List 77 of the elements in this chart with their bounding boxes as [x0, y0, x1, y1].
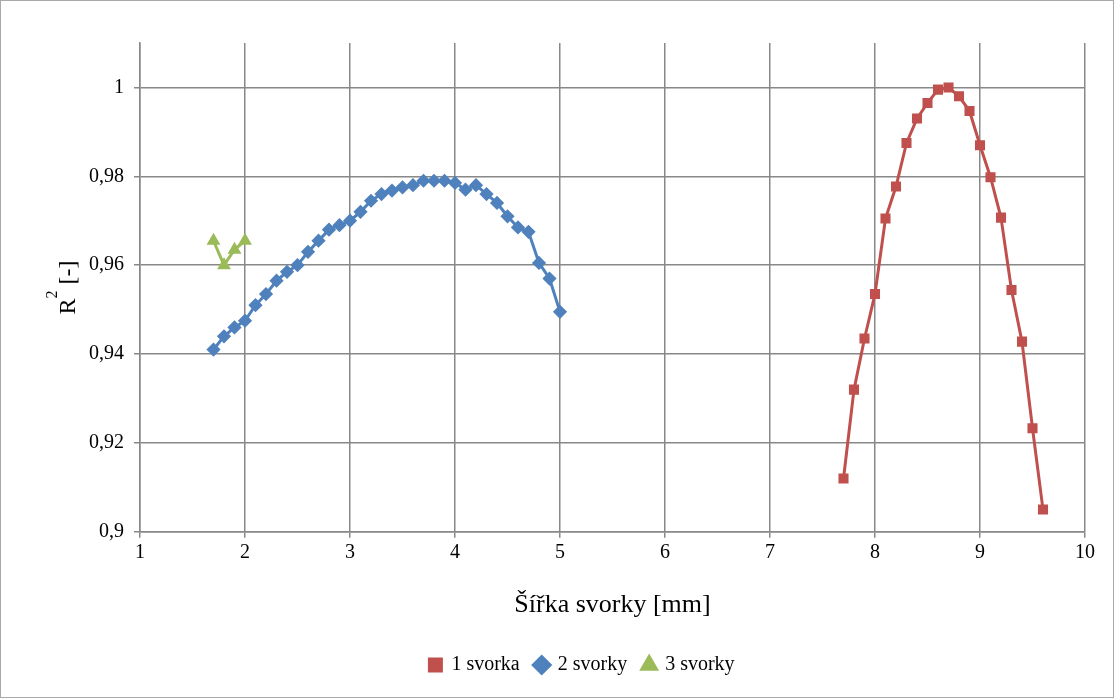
point	[1027, 423, 1038, 434]
point	[890, 181, 902, 192]
point	[1006, 285, 1017, 296]
y-axis-title: R2 [-]	[43, 260, 80, 315]
x-tick-label: 8	[870, 540, 880, 563]
point	[838, 473, 849, 484]
x-tick-label: 3	[345, 540, 355, 563]
point	[280, 265, 294, 279]
point	[1037, 504, 1049, 515]
point	[448, 176, 462, 190]
y-tick-label: 0,9	[99, 519, 124, 542]
point	[228, 320, 241, 334]
point	[911, 113, 923, 124]
point	[417, 174, 430, 188]
y-tick-label: 0,98	[89, 163, 124, 186]
point	[270, 274, 283, 288]
point	[343, 214, 357, 228]
point	[322, 223, 336, 237]
point	[469, 178, 483, 192]
x-tick-label: 10	[1075, 540, 1095, 563]
x-tick-label: 2	[240, 540, 250, 563]
point	[354, 205, 367, 219]
point	[985, 172, 996, 183]
legend-label: 1 svorka	[451, 652, 520, 675]
point	[207, 343, 220, 357]
point	[396, 180, 409, 194]
point	[249, 298, 262, 312]
point	[438, 174, 451, 188]
point	[501, 209, 514, 223]
point	[859, 333, 870, 344]
point	[375, 187, 388, 201]
y-tick-label: 0,94	[89, 341, 124, 364]
point	[238, 314, 252, 328]
y-tick-label: 0,96	[89, 252, 124, 275]
point	[217, 329, 231, 343]
point	[932, 84, 944, 95]
point	[532, 256, 546, 270]
point	[848, 384, 860, 395]
y-tick-label: 0,92	[89, 430, 124, 453]
point	[995, 212, 1007, 223]
x-axis-title: Šířka svorky [mm]	[514, 589, 711, 619]
point	[943, 82, 954, 93]
point	[1016, 336, 1028, 347]
point	[974, 140, 986, 151]
point	[964, 105, 975, 117]
point	[522, 225, 535, 239]
point	[511, 220, 525, 234]
legend-label: 3 svorky	[665, 652, 735, 676]
point	[543, 272, 556, 286]
point	[553, 305, 567, 319]
point	[333, 218, 346, 232]
point	[364, 194, 378, 208]
point	[301, 245, 315, 259]
point	[259, 287, 273, 301]
point	[218, 258, 230, 270]
x-tick-label: 5	[555, 540, 565, 563]
point	[490, 196, 504, 210]
x-tick-label: 6	[660, 540, 670, 563]
x-tick-label: 9	[975, 540, 985, 563]
point	[312, 234, 325, 248]
point	[869, 289, 881, 300]
x-tick-label: 1	[135, 540, 145, 563]
point	[901, 137, 912, 149]
legend-label: 2 svorky	[557, 652, 628, 676]
x-tick-label: 7	[765, 540, 775, 563]
point	[922, 97, 933, 109]
point	[291, 258, 304, 272]
point	[480, 187, 493, 201]
y-tick-label: 1	[114, 74, 124, 97]
point	[880, 213, 891, 224]
point	[406, 178, 420, 192]
point	[385, 184, 399, 198]
point	[427, 174, 441, 188]
point	[953, 91, 965, 102]
point	[239, 234, 251, 245]
x-tick-label: 4	[450, 540, 460, 563]
point	[459, 183, 472, 197]
